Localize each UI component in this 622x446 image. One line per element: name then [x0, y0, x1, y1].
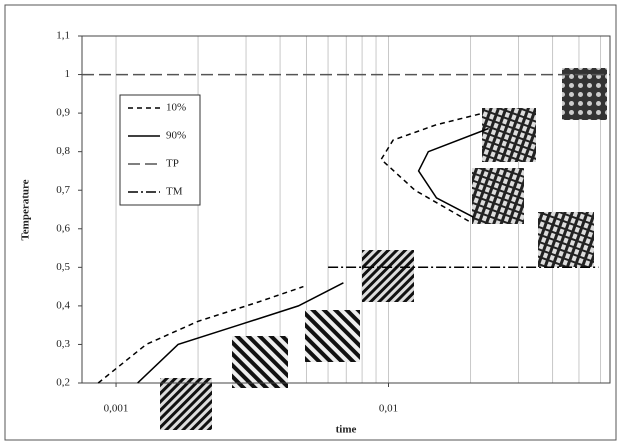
y-tick-label: 0,2 — [56, 377, 70, 389]
legend — [120, 95, 200, 205]
y-axis-label: Temperature — [20, 179, 32, 240]
y-tick-label: 0,6 — [56, 222, 70, 234]
frame — [5, 5, 616, 440]
x-axis-label: time — [336, 424, 357, 436]
x-tick-label: 0,01 — [379, 403, 398, 415]
y-tick-label: 0,5 — [56, 261, 70, 273]
y-tick-label: 0,8 — [56, 145, 70, 157]
legend-label: TM — [166, 186, 183, 198]
chart: time Temperature 0,001 0,01 0,2 0,3 0,4 0,5 0,… — [0, 0, 622, 446]
y-tick-label: 0,7 — [56, 184, 70, 196]
y-tick-label: 0,3 — [56, 338, 70, 350]
y-tick-label: 1,1 — [56, 30, 70, 42]
legend-label: 90% — [166, 130, 186, 142]
y-tick-label: 0,9 — [56, 107, 70, 119]
legend-label: TP — [166, 158, 179, 170]
y-tick-label: 0,4 — [56, 299, 70, 311]
legend-label: 10% — [166, 102, 186, 114]
y-tick-label: 1 — [65, 68, 71, 80]
x-tick-label: 0,001 — [104, 403, 129, 415]
